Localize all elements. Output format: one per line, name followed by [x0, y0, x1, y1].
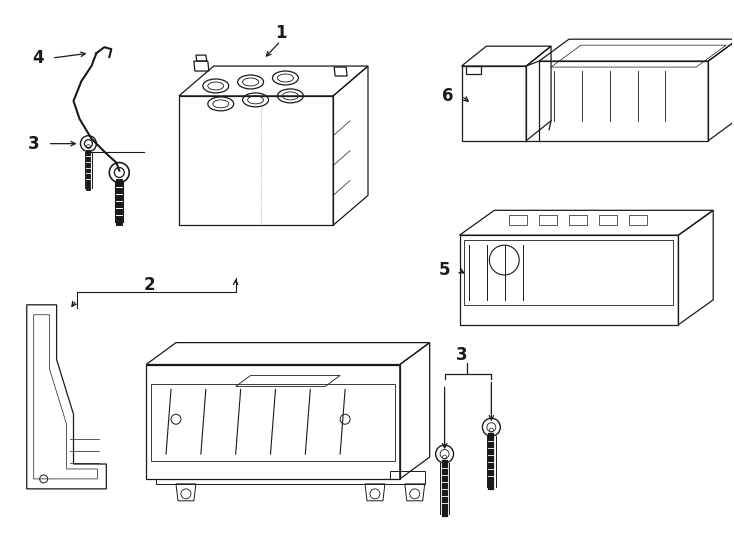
Text: 5: 5	[439, 261, 451, 279]
Text: 3: 3	[456, 346, 468, 363]
Text: 2: 2	[143, 276, 155, 294]
Text: 4: 4	[32, 49, 43, 67]
Text: 6: 6	[442, 87, 454, 105]
Text: 3: 3	[28, 134, 40, 153]
Text: 1: 1	[275, 24, 286, 42]
